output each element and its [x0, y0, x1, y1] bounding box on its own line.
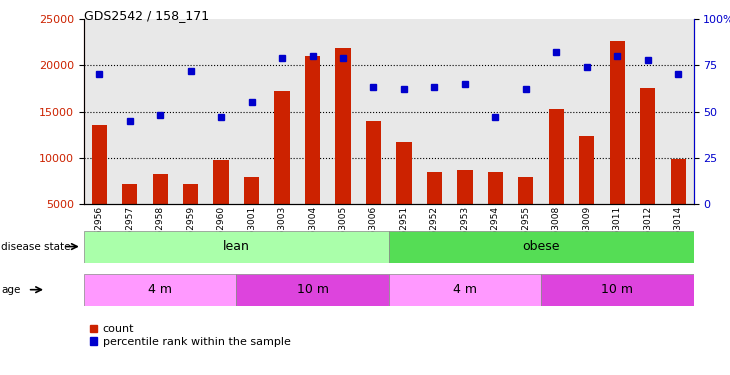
Bar: [610, 41, 625, 251]
Bar: [244, 177, 259, 251]
Text: lean: lean: [223, 240, 250, 253]
Bar: [335, 48, 350, 251]
Text: obese: obese: [523, 240, 560, 253]
Bar: [153, 174, 168, 251]
Bar: [91, 126, 107, 251]
Text: 4 m: 4 m: [148, 283, 172, 296]
Text: GDS2542 / 158_171: GDS2542 / 158_171: [84, 9, 209, 22]
Bar: [541, 274, 693, 306]
Bar: [388, 231, 694, 262]
Bar: [183, 184, 199, 251]
Text: disease state: disease state: [1, 242, 71, 252]
Bar: [305, 56, 320, 251]
Bar: [671, 159, 686, 251]
Bar: [122, 184, 137, 251]
Bar: [457, 170, 472, 251]
Bar: [427, 172, 442, 251]
Text: 10 m: 10 m: [296, 283, 328, 296]
Bar: [579, 136, 594, 251]
Bar: [488, 172, 503, 251]
Bar: [366, 121, 381, 251]
Text: age: age: [1, 285, 21, 295]
Bar: [388, 274, 541, 306]
Bar: [84, 231, 388, 262]
Bar: [549, 109, 564, 251]
Bar: [213, 160, 228, 251]
Bar: [640, 88, 656, 251]
Text: 10 m: 10 m: [602, 283, 634, 296]
Bar: [274, 91, 290, 251]
Text: 4 m: 4 m: [453, 283, 477, 296]
Bar: [237, 274, 388, 306]
Bar: [396, 142, 412, 251]
Bar: [518, 177, 534, 251]
Bar: [84, 274, 237, 306]
Legend: count, percentile rank within the sample: count, percentile rank within the sample: [90, 324, 291, 346]
